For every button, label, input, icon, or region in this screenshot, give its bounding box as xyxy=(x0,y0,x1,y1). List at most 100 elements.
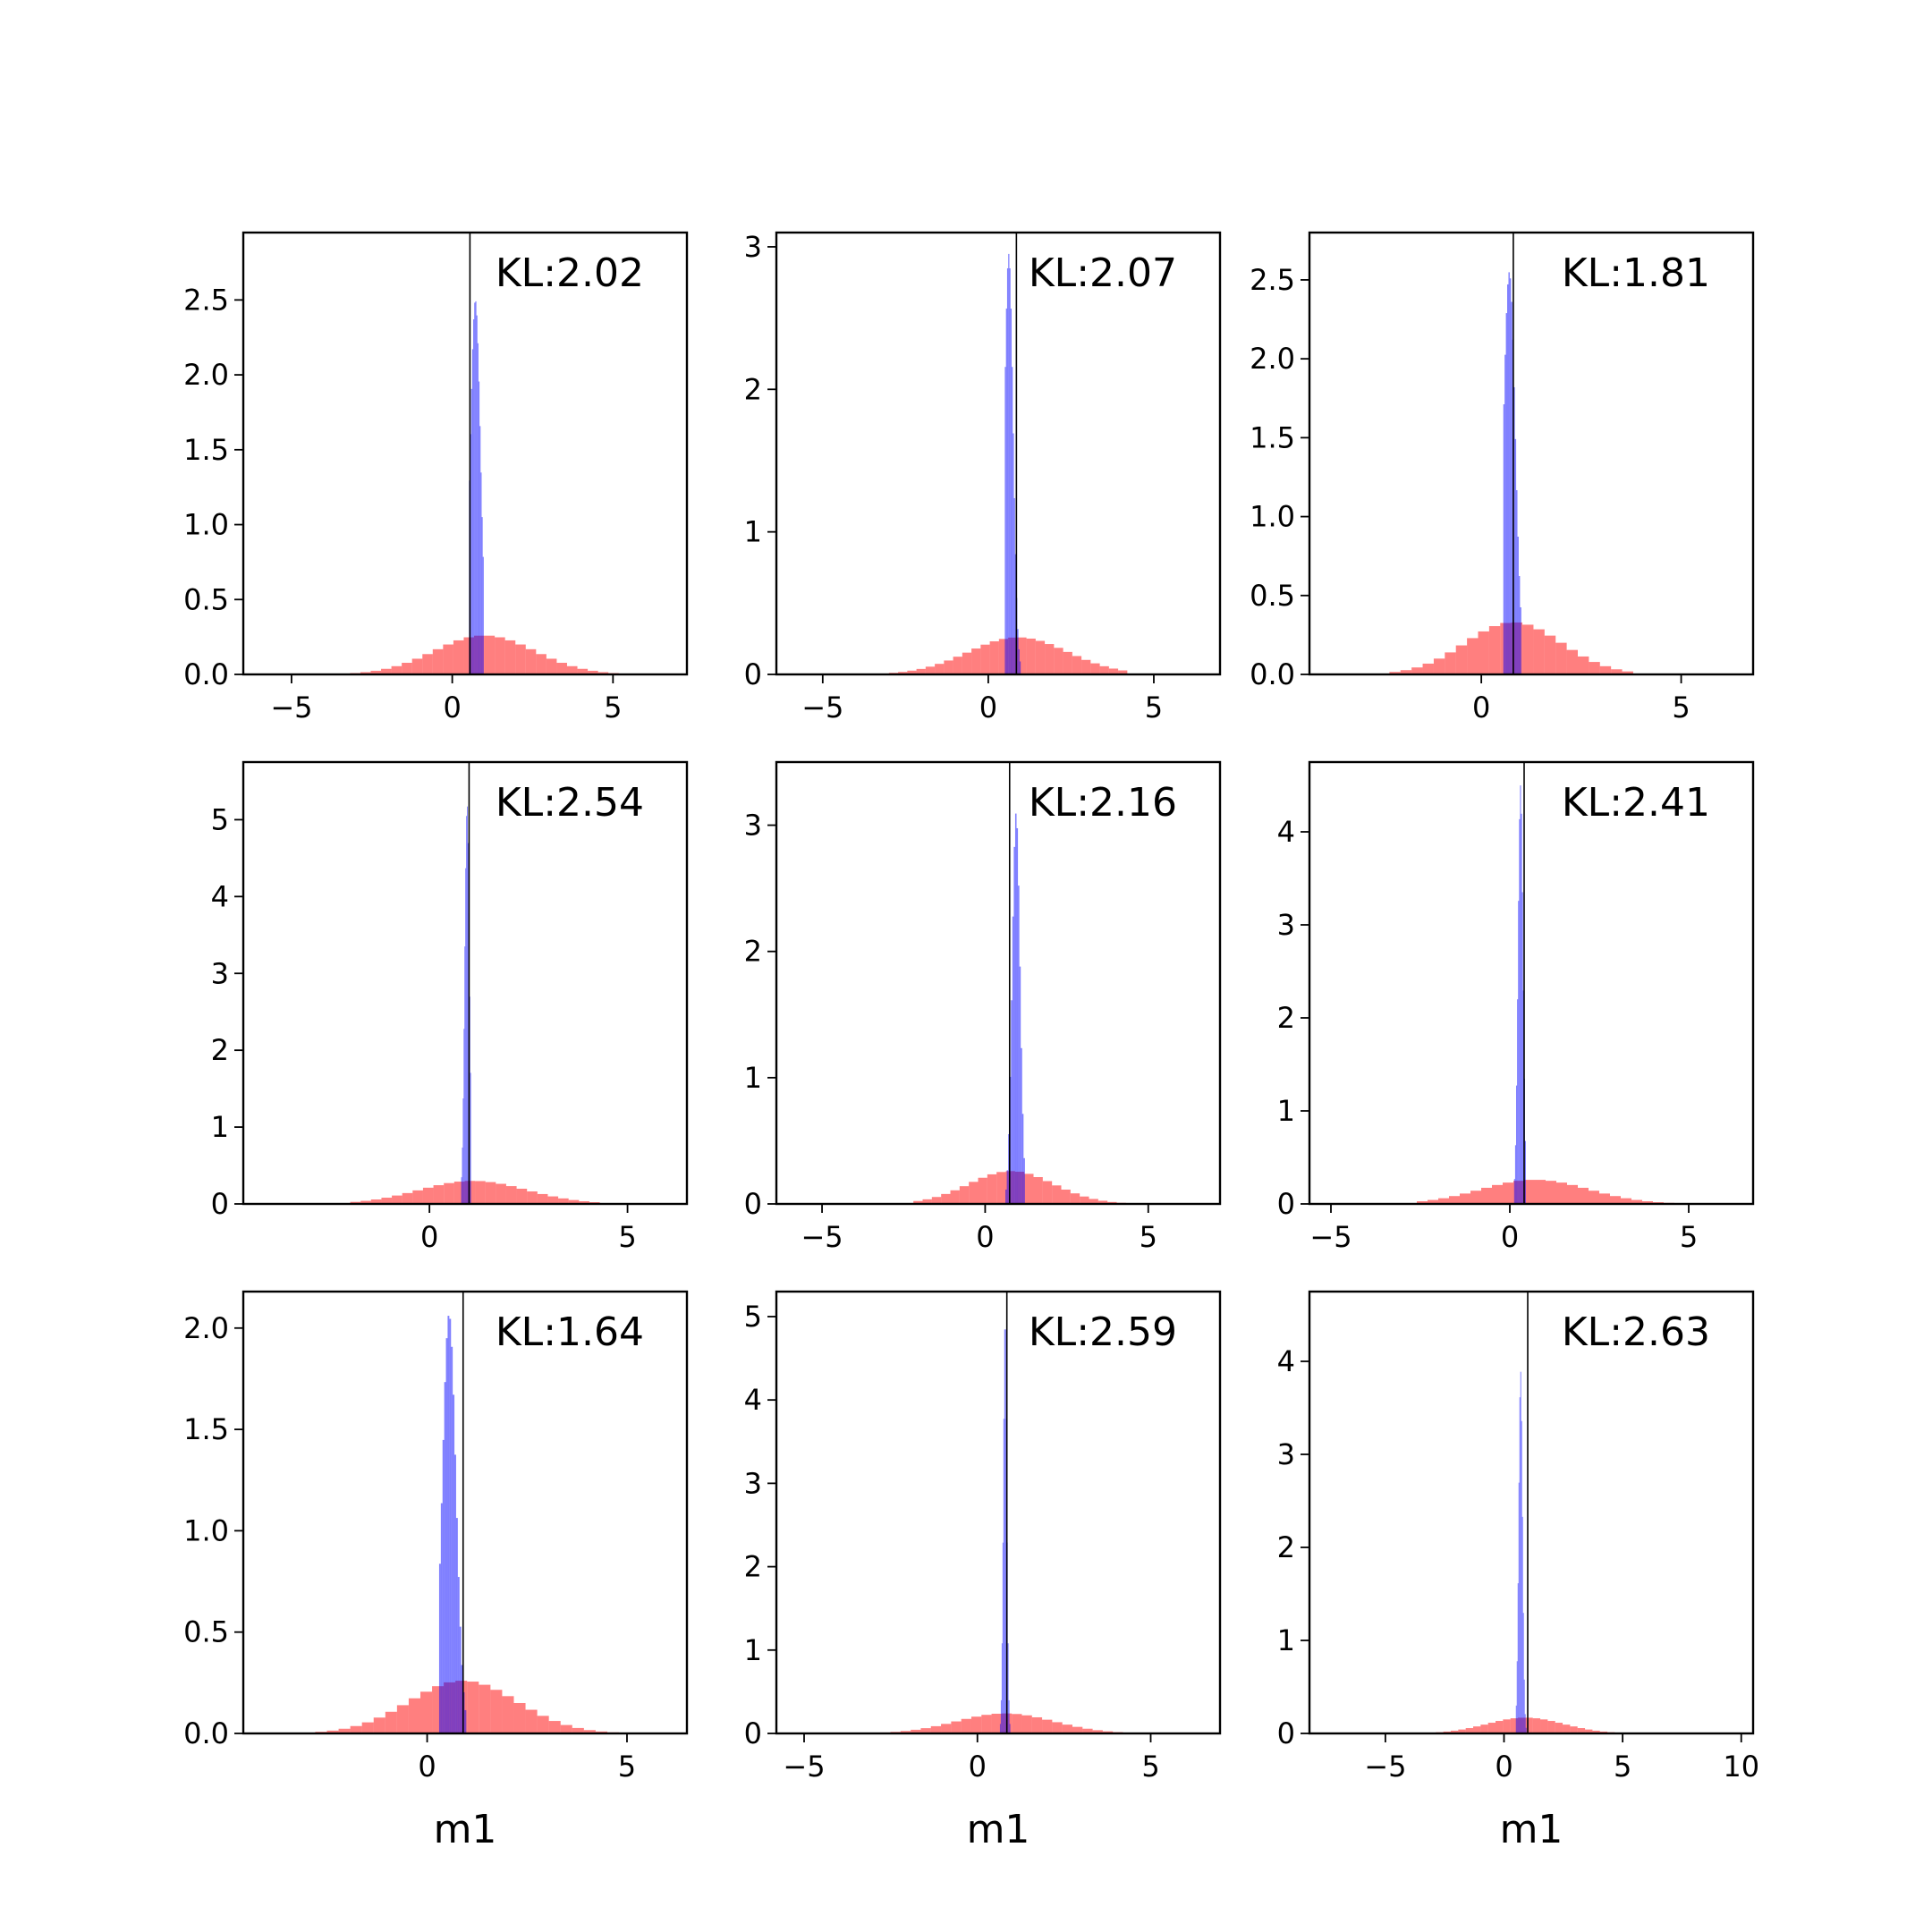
prior-bar-9-14 xyxy=(1525,1717,1533,1733)
prior-bar-5-2 xyxy=(931,1197,942,1204)
posterior-bar-3-3 xyxy=(1507,284,1509,674)
y-tick-label-1-1: 0.5 xyxy=(183,582,229,616)
prior-bar-7-6 xyxy=(385,1711,397,1733)
posterior-bar-4-4 xyxy=(464,946,466,1204)
prior-bar-8-4 xyxy=(920,1728,931,1733)
prior-bar-3-21 xyxy=(1622,671,1633,674)
posterior-bar-6-2 xyxy=(1516,1085,1518,1204)
prior-bar-3-12 xyxy=(1522,624,1534,674)
prior-bar-2-24 xyxy=(1108,668,1119,674)
posterior-bar-3-4 xyxy=(1508,272,1510,674)
posterior-bar-1-5 xyxy=(474,302,476,674)
axes-frame-3 xyxy=(1308,231,1755,676)
subplot-3: 0 5 0.0 0.5 1.0 1.5 2.0 2.5 KL:1.81 xyxy=(1250,231,1755,724)
y-tick-label-6-4: 4 xyxy=(1277,815,1295,849)
y-tick-label-6-1: 1 xyxy=(1277,1094,1295,1128)
y-tick-label-7-2: 1.0 xyxy=(183,1513,229,1547)
prior-bar-5-14 xyxy=(1042,1181,1053,1204)
y-tick-label-9-3: 3 xyxy=(1277,1437,1295,1471)
prior-bar-4-17 xyxy=(527,1191,538,1204)
subplot-7: 0 5 0.0 0.5 1.0 1.5 2.0 KL:1.64 m1 xyxy=(183,1290,689,1852)
posterior-bar-5-1 xyxy=(1006,1170,1009,1204)
prior-bar-8-21 xyxy=(1092,1730,1103,1733)
subplot-4: 0 5 0 1 2 3 4 5 KL:2.54 xyxy=(211,760,689,1254)
y-tick-label-4-2: 2 xyxy=(211,1033,229,1067)
y-tick-label-7-1: 0.5 xyxy=(183,1615,229,1649)
prior-bar-6-13 xyxy=(1556,1182,1567,1204)
y-tick-label-7-4: 2.0 xyxy=(183,1311,229,1345)
prior-bar-1-5 xyxy=(391,665,402,674)
y-tick-label-2-1: 1 xyxy=(744,515,762,549)
prior-bar-9-7 xyxy=(1473,1726,1481,1733)
posterior-bar-3-13 xyxy=(1520,606,1521,674)
prior-bar-7-23 xyxy=(583,1730,596,1733)
prior-bar-1-23 xyxy=(577,668,589,674)
prior-bar-9-10 xyxy=(1496,1721,1504,1733)
prior-bar-1-16 xyxy=(504,640,516,674)
x-tick-label-2-2: 5 xyxy=(1145,691,1163,724)
x-tick-label-4-1: 5 xyxy=(618,1220,636,1254)
prior-bar-2-6 xyxy=(944,660,953,674)
prior-bar-3-17 xyxy=(1578,656,1589,674)
prior-bar-5-3 xyxy=(941,1193,951,1204)
posterior-bar-4-5 xyxy=(465,868,467,1204)
posterior-bar-5-8 xyxy=(1016,827,1019,1204)
y-tick-label-1-3: 1.5 xyxy=(183,433,229,467)
prior-bar-6-19 xyxy=(1621,1198,1631,1204)
x-tick-label-6-2: 5 xyxy=(1680,1220,1698,1254)
prior-bar-3-20 xyxy=(1611,669,1623,674)
posterior-bar-7-7 xyxy=(451,1346,453,1733)
posterior-bar-5-4 xyxy=(1011,1000,1013,1204)
prior-bar-9-19 xyxy=(1563,1724,1571,1733)
prior-bar-8-13 xyxy=(1012,1714,1022,1733)
prior-bar-8-9 xyxy=(970,1716,982,1733)
prior-bar-4-19 xyxy=(547,1196,559,1204)
prior-bar-7-3 xyxy=(350,1725,362,1733)
prior-bar-3-4 xyxy=(1433,658,1445,674)
posterior-bar-7-15 xyxy=(464,1709,467,1733)
prior-bar-6-20 xyxy=(1631,1199,1642,1204)
y-tick-label-8-3: 3 xyxy=(744,1466,762,1500)
prior-bar-7-2 xyxy=(338,1728,351,1733)
x-tick-label-9-3: 10 xyxy=(1723,1750,1759,1784)
subplot-5: −5 0 5 0 1 2 3 KL:2.16 xyxy=(744,760,1222,1254)
y-tick-label-3-0: 0.0 xyxy=(1250,657,1295,691)
posterior-bar-8-9 xyxy=(1007,1643,1009,1733)
posterior-bar-9-6 xyxy=(1521,1420,1522,1733)
subplot-6: −5 0 5 0 1 2 3 4 KL:2.41 xyxy=(1277,760,1755,1254)
prior-bar-9-11 xyxy=(1503,1719,1511,1733)
prior-bar-9-22 xyxy=(1585,1729,1593,1733)
prior-bar-4-7 xyxy=(422,1187,434,1204)
prior-bar-1-15 xyxy=(495,637,505,674)
y-tick-label-9-1: 1 xyxy=(1277,1623,1295,1657)
prior-bar-9-17 xyxy=(1547,1721,1555,1733)
prior-bar-3-15 xyxy=(1555,642,1567,674)
prior-bar-2-15 xyxy=(1026,638,1036,674)
prior-bar-1-17 xyxy=(515,644,526,674)
prior-bar-7-18 xyxy=(525,1709,538,1733)
prior-bar-5-7 xyxy=(978,1177,987,1204)
posterior-bar-7-13 xyxy=(461,1665,463,1733)
posterior-bar-7-3 xyxy=(444,1382,446,1733)
prior-bar-3-3 xyxy=(1422,663,1434,674)
prior-bar-6-5 xyxy=(1470,1191,1481,1204)
y-tick-label-4-4: 4 xyxy=(211,879,229,913)
x-tick-label-5-1: 0 xyxy=(976,1220,994,1254)
prior-bar-6-16 xyxy=(1589,1191,1599,1204)
prior-bar-1-24 xyxy=(588,670,598,674)
y-tick-label-5-3: 3 xyxy=(744,809,762,843)
posterior-bar-9-2 xyxy=(1517,1583,1519,1733)
posterior-bar-1-11 xyxy=(480,472,482,674)
posterior-bar-9-1 xyxy=(1516,1661,1518,1733)
prior-bar-4-14 xyxy=(496,1183,506,1204)
prior-bar-9-20 xyxy=(1570,1726,1578,1733)
y-tick-label-9-4: 4 xyxy=(1277,1344,1295,1378)
posterior-bar-4-8 xyxy=(467,843,469,1204)
prior-bar-8-5 xyxy=(930,1725,942,1733)
prior-bar-8-3 xyxy=(911,1729,921,1733)
x-tick-label-3-1: 5 xyxy=(1672,691,1690,724)
prior-bar-4-8 xyxy=(433,1185,445,1204)
x-tick-label-8-0: −5 xyxy=(783,1750,825,1784)
x-tick-label-1-1: 0 xyxy=(443,691,461,724)
prior-bar-6-15 xyxy=(1578,1187,1589,1204)
